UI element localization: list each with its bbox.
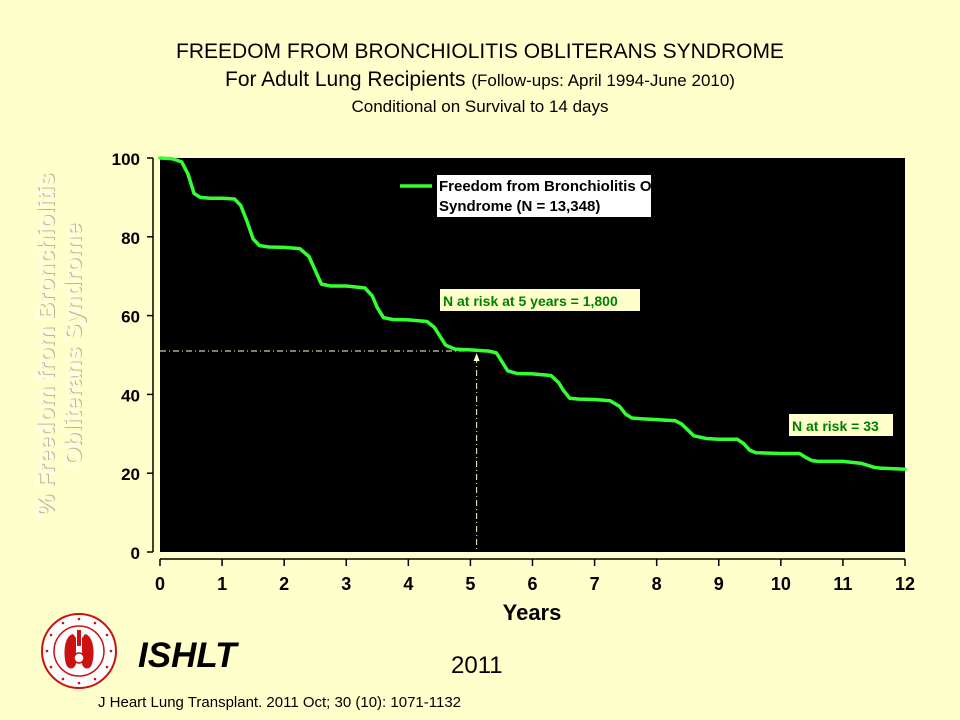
series-line-bos-freedom [158,156,907,472]
x-tick-label: 11 [833,574,852,594]
subtitle-followups: (Follow-ups: April 1994-June 2010) [471,71,735,90]
legend-box [437,175,651,217]
x-tick-label: 0 [155,574,165,594]
x-tick-label: 9 [714,574,724,594]
y-tick-label: 80 [121,229,140,248]
legend-label-line1: Freedom from Bronchiolitis Obliterans [439,178,714,195]
subtitle-main: For Adult Lung Recipients [225,68,466,91]
ishlt-logo-icon [41,613,117,689]
y-tick-label: 40 [121,386,140,405]
x-tick-label: 2 [279,574,289,594]
x-tick-label: 3 [341,574,351,594]
annotation-at-risk-5yr: N at risk at 5 years = 1,800 [443,293,618,309]
legend-label-line2: Syndrome (N = 13,348) [439,198,600,215]
x-tick-label: 5 [465,574,475,594]
citation: J Heart Lung Transplant. 2011 Oct; 30 (1… [98,694,462,711]
x-tick-label: 12 [895,574,915,594]
report-year: 2011 [451,652,503,679]
annotation-bg-12yr [789,414,893,436]
x-tick-label: 8 [652,574,662,594]
y-tick-label: 0 [131,544,140,563]
x-tick-label: 4 [403,574,413,594]
chart-condition: Conditional on Survival to 14 days [351,97,609,116]
chart-title: FREEDOM FROM BRONCHIOLITIS OBLITERANS SY… [176,40,784,63]
x-tick-label: 7 [590,574,600,594]
x-axis-label: Years [503,600,562,625]
chart-title-block: FREEDOM FROM BRONCHIOLITIS OBLITERANS SY… [0,38,960,119]
five-year-arrowhead [473,353,480,362]
y-tick-label: 100 [112,150,140,169]
y-tick-label: 20 [121,465,140,484]
x-tick-label: 1 [217,574,227,594]
plot-area [160,158,905,552]
ishlt-logo [40,612,118,690]
x-tick-label: 10 [771,574,791,594]
annotation-bg-5yr [440,289,640,311]
annotation-at-risk-12yr: N at risk = 33 [792,418,879,434]
ishlt-wordmark: ISHLT [138,636,237,675]
chart-subtitle: For Adult Lung Recipients (Follow-ups: A… [0,66,960,95]
y-tick-label: 60 [121,308,140,327]
x-tick-label: 6 [527,574,537,594]
